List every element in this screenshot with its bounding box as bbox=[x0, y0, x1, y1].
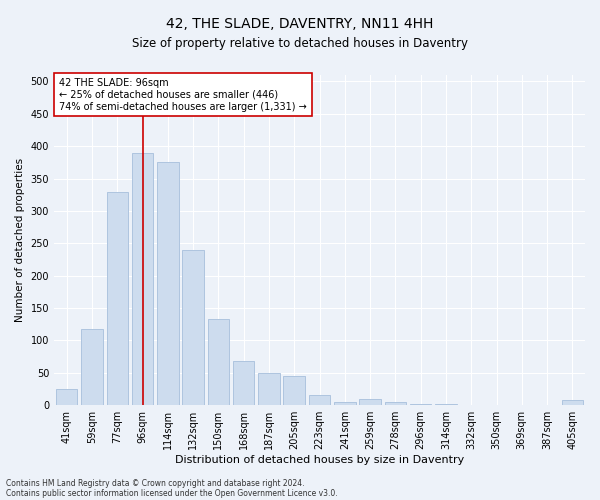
Bar bbox=[258, 373, 280, 405]
Text: Contains public sector information licensed under the Open Government Licence v3: Contains public sector information licen… bbox=[6, 488, 338, 498]
Text: 42, THE SLADE, DAVENTRY, NN11 4HH: 42, THE SLADE, DAVENTRY, NN11 4HH bbox=[166, 18, 434, 32]
Bar bbox=[486, 404, 507, 405]
Bar bbox=[359, 398, 381, 405]
Bar bbox=[56, 389, 77, 405]
Bar bbox=[435, 404, 457, 405]
Bar bbox=[385, 402, 406, 405]
Bar bbox=[233, 361, 254, 405]
Bar bbox=[334, 402, 356, 405]
Bar bbox=[283, 376, 305, 405]
Text: Size of property relative to detached houses in Daventry: Size of property relative to detached ho… bbox=[132, 38, 468, 51]
Text: 42 THE SLADE: 96sqm
← 25% of detached houses are smaller (446)
74% of semi-detac: 42 THE SLADE: 96sqm ← 25% of detached ho… bbox=[59, 78, 307, 112]
Bar bbox=[562, 400, 583, 405]
Bar bbox=[132, 152, 153, 405]
Y-axis label: Number of detached properties: Number of detached properties bbox=[15, 158, 25, 322]
Bar bbox=[182, 250, 204, 405]
Bar bbox=[460, 404, 482, 405]
Bar bbox=[208, 319, 229, 405]
Bar bbox=[309, 395, 330, 405]
Bar bbox=[81, 329, 103, 405]
Text: Contains HM Land Registry data © Crown copyright and database right 2024.: Contains HM Land Registry data © Crown c… bbox=[6, 478, 305, 488]
Bar bbox=[107, 192, 128, 405]
Bar bbox=[410, 404, 431, 405]
Bar bbox=[157, 162, 179, 405]
X-axis label: Distribution of detached houses by size in Daventry: Distribution of detached houses by size … bbox=[175, 455, 464, 465]
